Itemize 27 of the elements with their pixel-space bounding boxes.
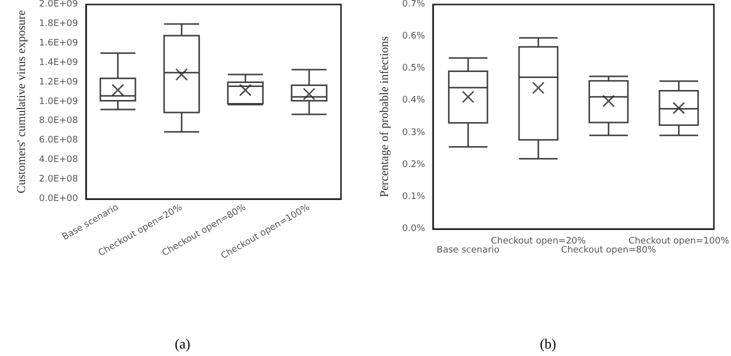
text: (a) — [174, 338, 191, 352]
y-tick-label: 1.4E+09 — [39, 58, 78, 68]
y-tick-label: 1.6E+09 — [39, 38, 78, 48]
y-tick-label: 0.5% — [402, 64, 426, 74]
y-tick-label: 0.4% — [402, 96, 426, 106]
y-tick-label: 0.1% — [402, 192, 426, 202]
y-tick-label: 1.8E+09 — [39, 18, 78, 29]
x-tick-label: Checkout open=20% — [490, 236, 586, 246]
y-tick-label: 0.6% — [402, 32, 426, 42]
y-axis-title: Customers' cumulative virus exposure — [14, 10, 28, 194]
text: (b) — [540, 338, 556, 352]
y-tick-label: 1.2E+09 — [39, 77, 78, 88]
y-tick-label: 8.0E+08 — [39, 116, 78, 126]
y-tick-label: 4.0E+08 — [39, 155, 78, 166]
y-tick-label: 0.7% — [402, 0, 426, 10]
y-tick-label: 0.0E+00 — [39, 194, 78, 204]
x-tick-label: Base scenario — [436, 246, 500, 256]
y-tick-label: 2.0E+08 — [39, 174, 78, 185]
y-tick-label: 2.0E+09 — [39, 0, 78, 10]
y-tick-label: 0.3% — [402, 128, 426, 138]
x-tick-label: Checkout open=80% — [561, 246, 656, 256]
y-tick-label: 0.2% — [402, 160, 426, 170]
y-tick-label: 0.0% — [402, 224, 426, 234]
y-tick-label: 1.0E+09 — [39, 96, 78, 107]
y-axis-title: Percentage of probable infections — [377, 36, 391, 198]
x-tick-label: Checkout open=100% — [628, 236, 730, 246]
y-tick-label: 6.0E+08 — [39, 136, 78, 146]
